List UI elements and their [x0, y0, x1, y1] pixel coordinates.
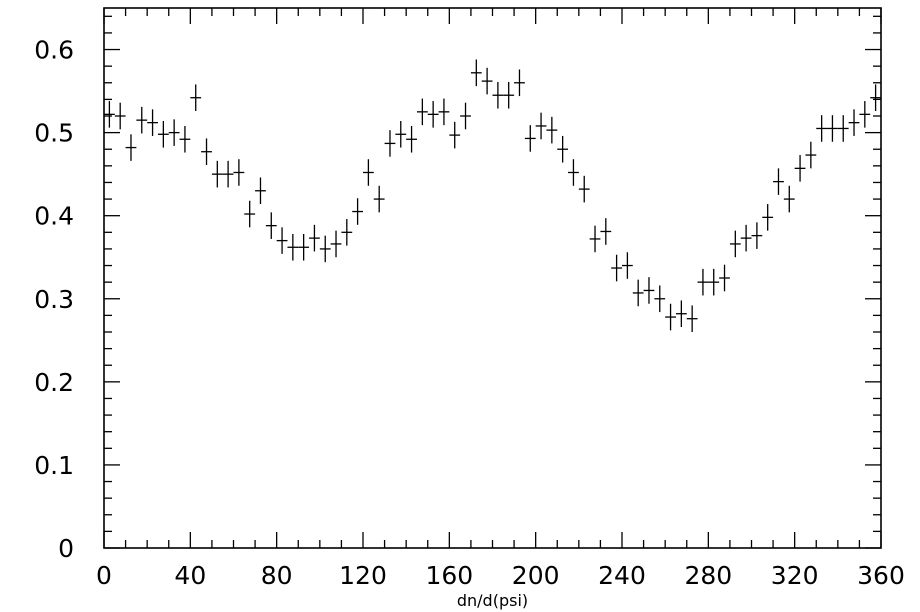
- x-tick-label: 360: [857, 561, 905, 590]
- y-tick-label: 0: [58, 534, 74, 563]
- x-tick-label: 80: [261, 561, 293, 590]
- x-tick-label: 200: [512, 561, 560, 590]
- data-point: [114, 102, 126, 130]
- data-point: [675, 300, 687, 328]
- y-tick-label: 0.4: [34, 202, 74, 231]
- data-point: [309, 224, 320, 252]
- data-point: [697, 268, 709, 296]
- data-point: [352, 198, 363, 225]
- y-tick-label: 0.1: [34, 451, 74, 480]
- data-point: [859, 101, 871, 128]
- data-point: [373, 185, 385, 213]
- data-point: [514, 69, 525, 97]
- y-tick-label: 0.6: [34, 36, 74, 65]
- x-tick-label: 280: [684, 561, 732, 590]
- y-tick-label: 0.2: [34, 368, 74, 397]
- data-point: [740, 224, 752, 252]
- data-point: [643, 277, 655, 304]
- data-point: [363, 159, 374, 186]
- data-point: [622, 252, 633, 279]
- data-point: [665, 303, 676, 331]
- data-point: [546, 116, 558, 144]
- x-tick-label: 320: [771, 561, 819, 590]
- data-point: [762, 204, 774, 231]
- data-point: [168, 119, 180, 146]
- data-point: [589, 225, 601, 253]
- data-point: [686, 305, 698, 332]
- data-point: [265, 212, 277, 239]
- x-tick-label: 160: [425, 561, 473, 590]
- data-point: [535, 112, 547, 140]
- x-axis-title: dn/d(psi): [457, 591, 528, 610]
- data-point: [416, 98, 428, 126]
- data-point: [384, 130, 396, 157]
- data-point: [492, 81, 504, 109]
- data-point: [125, 134, 137, 161]
- data-point: [654, 285, 666, 313]
- data-point: [438, 98, 450, 126]
- data-point: [568, 159, 579, 186]
- data-point: [287, 233, 299, 261]
- data-point: [611, 254, 622, 282]
- data-point: [719, 264, 730, 292]
- data-point: [600, 218, 612, 245]
- data-point: [222, 160, 234, 188]
- data-point: [848, 109, 860, 136]
- data-point: [524, 125, 536, 152]
- data-points: [104, 59, 881, 332]
- data-point: [816, 115, 828, 142]
- data-point: [136, 106, 148, 134]
- data-point: [557, 135, 569, 163]
- data-point: [255, 177, 266, 205]
- data-point: [837, 115, 849, 142]
- x-tick-label: 0: [96, 561, 112, 590]
- data-point: [276, 227, 288, 254]
- data-point: [460, 102, 471, 130]
- data-point: [449, 121, 461, 149]
- data-point: [201, 138, 212, 166]
- data-point: [244, 200, 256, 228]
- data-point: [190, 84, 202, 112]
- data-point: [729, 230, 741, 258]
- data-point: [406, 125, 417, 153]
- data-point: [319, 235, 331, 263]
- data-point: [147, 109, 158, 136]
- x-tick-label: 40: [174, 561, 206, 590]
- y-tick-label: 0.5: [34, 119, 74, 148]
- data-point: [470, 59, 482, 87]
- data-point: [578, 175, 590, 203]
- data-point: [330, 230, 342, 258]
- data-point: [632, 279, 644, 307]
- axis-ticks: [103, 8, 882, 549]
- data-point: [298, 233, 310, 261]
- data-point: [395, 120, 407, 148]
- x-tick-label: 120: [339, 561, 387, 590]
- data-point: [341, 219, 353, 246]
- axis-tick-labels: 0 40 80 120 160 200 240 280 320 360 0 0.1 0.2 0.3 0.4 0…: [34, 36, 905, 590]
- data-point: [751, 222, 763, 249]
- data-point: [427, 101, 439, 128]
- data-point: [211, 160, 223, 188]
- data-point: [805, 141, 817, 169]
- plot-frame: [103, 7, 882, 549]
- data-point: [233, 159, 245, 186]
- data-point: [104, 101, 115, 128]
- data-point: [827, 115, 838, 142]
- data-point: [783, 185, 795, 213]
- data-point: [870, 84, 881, 112]
- data-point: [481, 67, 493, 95]
- data-point: [179, 125, 191, 153]
- data-point: [794, 155, 806, 182]
- data-point: [157, 120, 169, 148]
- y-tick-label: 0.3: [34, 285, 74, 314]
- x-tick-label: 240: [598, 561, 646, 590]
- data-point: [773, 168, 784, 195]
- data-point: [708, 268, 720, 296]
- data-point: [503, 81, 515, 109]
